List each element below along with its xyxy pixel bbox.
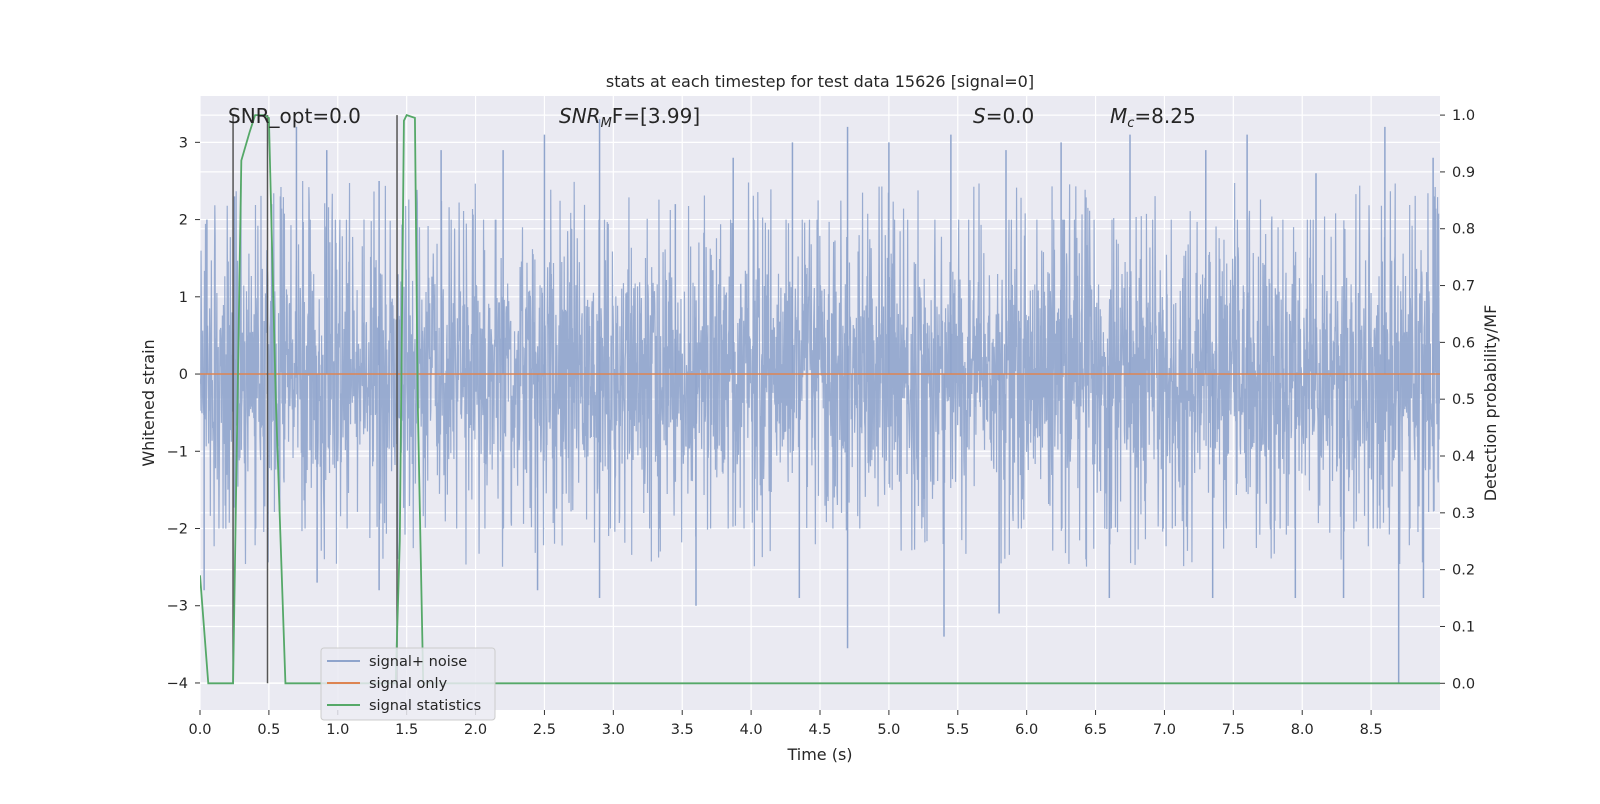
- annotation-mc: Mc=8.25: [1110, 104, 1196, 131]
- annotations: SNR_opt=0.0 SNRMF=[3.99] S=0.0 Mc=8.25: [228, 104, 1196, 131]
- x-tick-label: 2.0: [464, 722, 487, 738]
- x-tick-label: 0.5: [257, 722, 280, 738]
- axes-layer: 0.0 0.5 1.0 1.5 2.0 2.5 3.0 3.5 4.0 4.5 5.0 5.5 6.0 6…: [167, 108, 1475, 738]
- legend: signal+ noise signal only signal statist…: [320, 647, 496, 721]
- x-tick-label: 0.0: [188, 722, 211, 738]
- x-tick-label: 7.5: [1222, 722, 1245, 738]
- y2-tick-label: 0.9: [1452, 165, 1475, 181]
- y2-tick-label: 0.3: [1452, 506, 1475, 522]
- y2-tick-label: 0.0: [1452, 676, 1475, 692]
- legend-label-signal-statistics: signal statistics: [369, 698, 481, 714]
- x-tick-label: 6.5: [1084, 722, 1107, 738]
- x-tick-label: 3.0: [602, 722, 625, 738]
- y-tick-label: −2: [167, 522, 188, 538]
- x-tick-label: 2.5: [533, 722, 556, 738]
- y-tick-label: 2: [179, 213, 188, 229]
- annotation-s: S=0.0: [973, 104, 1034, 128]
- x-axis-label: Time (s): [786, 745, 852, 764]
- y2-tick-label: 0.1: [1452, 619, 1475, 635]
- x-tick-label: 5.0: [877, 722, 900, 738]
- series-layer: [200, 113, 1440, 685]
- legend-label-signal-noise: signal+ noise: [369, 654, 467, 670]
- chart-title: stats at each timestep for test data 156…: [606, 72, 1034, 91]
- y-tick-label: 3: [179, 135, 188, 151]
- y-tick-label: 1: [179, 290, 188, 306]
- x-tick-label: 5.5: [946, 722, 969, 738]
- x-tick-label: 8.0: [1291, 722, 1314, 738]
- x-tick-label: 1.0: [326, 722, 349, 738]
- x-tick-label: 3.5: [671, 722, 694, 738]
- x-tick-label: 4.5: [808, 722, 831, 738]
- legend-box: [320, 647, 496, 721]
- y2-tick-label: 0.4: [1452, 449, 1475, 465]
- annotation-snr-mf: SNRMF=[3.99]: [559, 104, 700, 131]
- y2-tick-label: 0.6: [1452, 335, 1475, 351]
- annotation-snr-opt: SNR_opt=0.0: [228, 104, 361, 128]
- y-tick-label: −1: [167, 444, 188, 460]
- y-tick-label: −4: [167, 676, 188, 692]
- legend-label-signal-only: signal only: [369, 676, 448, 692]
- y2-tick-label: 0.5: [1452, 392, 1475, 408]
- x-tick-label: 4.0: [740, 722, 763, 738]
- y-tick-label: −3: [167, 599, 188, 615]
- y2-axis-label: Detection probability/MF: [1481, 305, 1500, 502]
- x-tick-label: 6.0: [1015, 722, 1038, 738]
- x-tick-label: 1.5: [395, 722, 418, 738]
- y-axis-label: Whitened strain: [139, 339, 158, 466]
- y2-tick-label: 1.0: [1452, 108, 1475, 124]
- y2-tick-label: 0.7: [1452, 279, 1475, 295]
- y2-tick-label: 0.2: [1452, 563, 1475, 579]
- x-tick-label: 8.5: [1360, 722, 1383, 738]
- signal-noise-line: [200, 181, 1440, 567]
- y2-tick-label: 0.8: [1452, 222, 1475, 238]
- y-tick-label: 0: [179, 367, 188, 383]
- x-tick-label: 7.0: [1153, 722, 1176, 738]
